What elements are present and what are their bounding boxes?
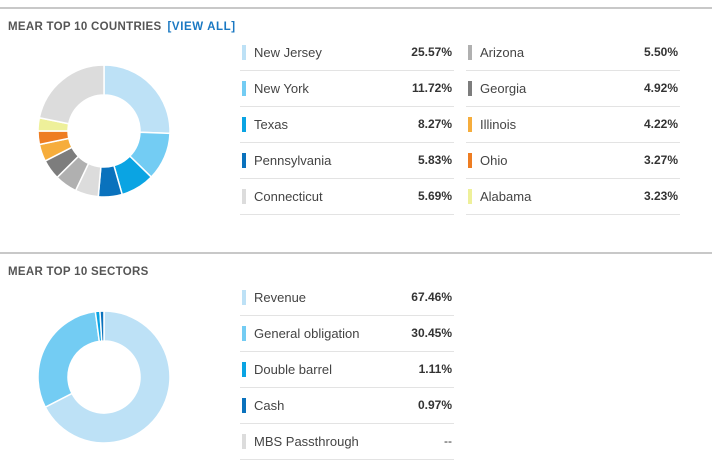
legend-value: 8.27%: [417, 117, 452, 131]
legend-value: 3.23%: [643, 189, 678, 203]
legend-row-georgia: Georgia 4.92%: [466, 71, 680, 107]
legend-label: General obligation: [254, 326, 360, 341]
legend-swatch: [242, 45, 246, 60]
legend-value: 5.50%: [643, 45, 678, 59]
donut-slice-revenue: [44, 310, 171, 444]
legend-value: --: [444, 434, 452, 448]
view-all-link[interactable]: [VIEW ALL]: [167, 21, 236, 33]
legend-label: Alabama: [480, 189, 532, 204]
legend-value: 0.97%: [417, 398, 452, 412]
sectors-section-title: MEAR TOP 10 SECTORS: [8, 266, 149, 278]
legend-label: Connecticut: [254, 189, 323, 204]
countries-title-text: MEAR TOP 10 COUNTRIES: [8, 21, 162, 33]
legend-swatch: [242, 362, 246, 377]
legend-row-new-jersey: New Jersey 25.57%: [240, 35, 454, 71]
legend-label: Revenue: [254, 290, 307, 305]
legend-value: 3.27%: [643, 153, 678, 167]
legend-label: New York: [254, 81, 309, 96]
legend-label: New Jersey: [254, 45, 322, 60]
donut-slice-cash: [99, 310, 105, 342]
legend-label: MBS Passthrough: [254, 434, 359, 449]
legend-swatch: [242, 434, 246, 449]
sectors-legend-column: Revenue 67.46% General obligation 30.45% Dou…: [240, 280, 454, 460]
legend-row-illinois: Illinois 4.22%: [466, 107, 680, 143]
legend-label: Cash: [254, 398, 285, 413]
legend-value: 5.83%: [417, 153, 452, 167]
legend-value: 4.92%: [643, 81, 678, 95]
legend-value: 5.69%: [417, 189, 452, 203]
legend-value: 11.72%: [411, 81, 452, 95]
legend-swatch: [468, 45, 472, 60]
section-divider: [0, 252, 712, 254]
donut-slice-new-jersey: [103, 64, 171, 135]
donut-slice-other: [38, 64, 105, 125]
legend-value: 30.45%: [411, 326, 452, 340]
legend-row-texas: Texas 8.27%: [240, 107, 454, 143]
legend-label: Pennsylvania: [254, 153, 332, 168]
legend-value: 67.46%: [411, 290, 452, 304]
legend-row-cash: Cash 0.97%: [240, 388, 454, 424]
legend-value: 4.22%: [643, 117, 678, 131]
legend-value: 25.57%: [411, 45, 452, 59]
legend-row-alabama: Alabama 3.23%: [466, 179, 680, 215]
legend-row-new-york: New York 11.72%: [240, 71, 454, 107]
legend-swatch: [468, 81, 472, 96]
legend-label: Arizona: [480, 45, 525, 60]
legend-swatch: [242, 153, 246, 168]
legend-swatch: [242, 290, 246, 305]
legend-swatch: [242, 81, 246, 96]
legend-row-double-barrel: Double barrel 1.11%: [240, 352, 454, 388]
legend-swatch: [242, 398, 246, 413]
legend-label: Double barrel: [254, 362, 333, 377]
countries-section: MEAR TOP 10 COUNTRIES [VIEW ALL] New Jers…: [0, 7, 718, 227]
sectors-donut-chart: [37, 310, 171, 444]
legend-row-connecticut: Connecticut 5.69%: [240, 179, 454, 215]
countries-legend-column-left: New Jersey 25.57% New York 11.72% Texas 8.27%…: [240, 35, 454, 215]
legend-swatch: [468, 117, 472, 132]
sectors-title-text: MEAR TOP 10 SECTORS: [8, 266, 149, 278]
legend-swatch: [242, 189, 246, 204]
donut-slice-general-obligation: [37, 310, 101, 409]
legend-row-arizona: Arizona 5.50%: [466, 35, 680, 71]
legend-label: Ohio: [480, 153, 508, 168]
sectors-section: MEAR TOP 10 SECTORS Revenue 67.46% General…: [0, 252, 718, 464]
legend-row-mbs-passthrough: MBS Passthrough --: [240, 424, 454, 460]
legend-row-revenue: Revenue 67.46%: [240, 280, 454, 316]
legend-value: 1.11%: [418, 362, 452, 376]
countries-section-title: MEAR TOP 10 COUNTRIES [VIEW ALL]: [8, 21, 236, 33]
legend-label: Illinois: [480, 117, 517, 132]
legend-row-general-obligation: General obligation 30.45%: [240, 316, 454, 352]
legend-swatch: [468, 153, 472, 168]
legend-label: Georgia: [480, 81, 527, 96]
legend-row-ohio: Ohio 3.27%: [466, 143, 680, 179]
legend-swatch: [468, 189, 472, 204]
countries-donut-chart: [37, 64, 171, 198]
countries-legend-column-right: Arizona 5.50% Georgia 4.92% Illinois 4.22% Ohi…: [466, 35, 680, 215]
section-divider: [0, 7, 712, 9]
legend-row-pennsylvania: Pennsylvania 5.83%: [240, 143, 454, 179]
legend-label: Texas: [254, 117, 288, 132]
legend-swatch: [242, 326, 246, 341]
legend-swatch: [242, 117, 246, 132]
